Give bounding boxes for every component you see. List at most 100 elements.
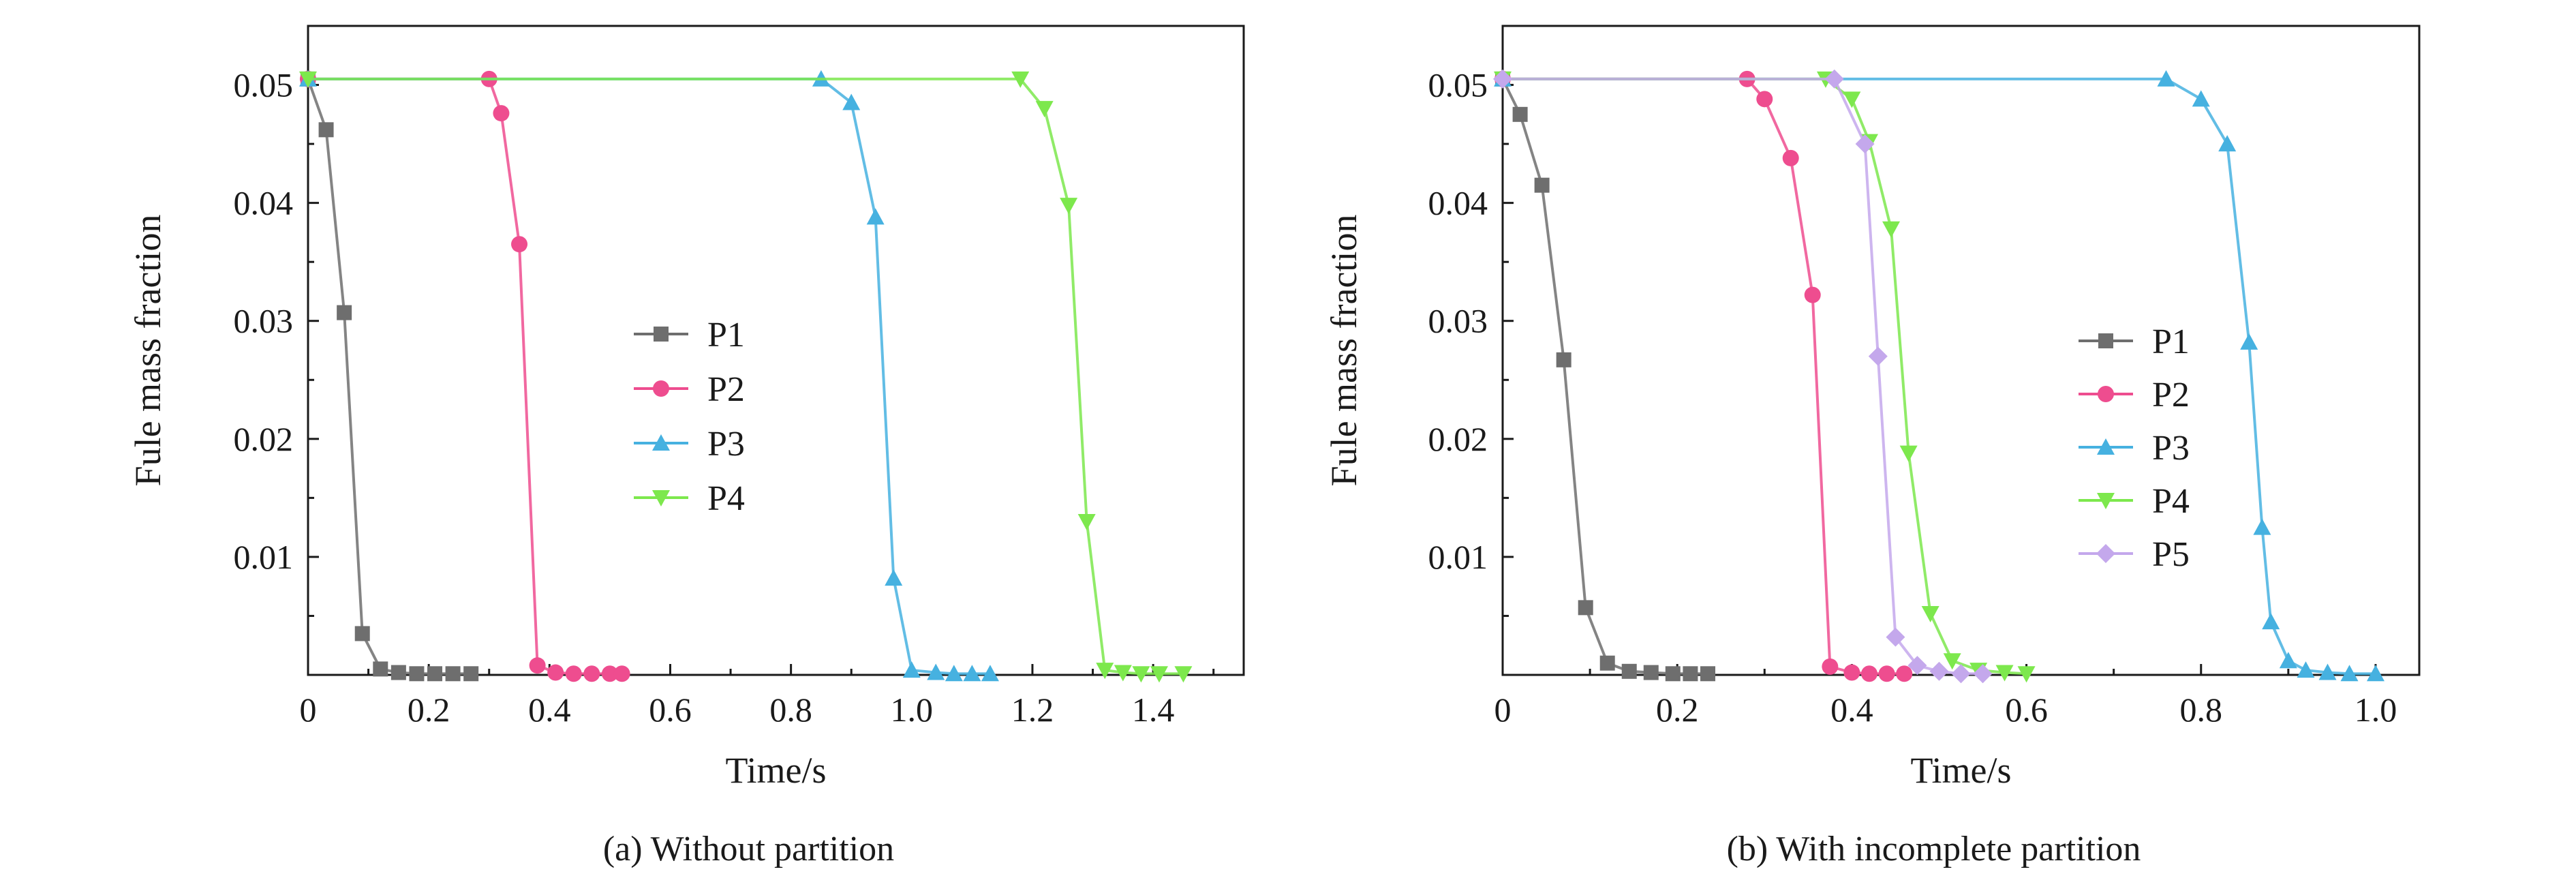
series-line — [308, 77, 990, 676]
data-point — [337, 305, 352, 320]
y-tick-label: 0.04 — [1428, 184, 1488, 222]
legend-marker — [2098, 333, 2113, 348]
legend-item-p1: P1 — [634, 316, 745, 354]
y-tick-label: 0.01 — [1428, 538, 1488, 576]
data-point — [1534, 177, 1550, 193]
data-point — [1599, 655, 1615, 671]
legend: P1 P2 P3 P4 P5 — [2079, 322, 2190, 574]
data-point — [493, 105, 510, 122]
series-p1 — [301, 71, 479, 682]
data-point — [842, 93, 861, 110]
legend-label: P2 — [707, 370, 745, 409]
legend-marker — [2097, 438, 2115, 455]
legend-item-p3: P3 — [2079, 429, 2190, 468]
legend-marker — [2098, 386, 2114, 402]
data-point — [463, 666, 479, 682]
x-axis-label: Time/s — [1910, 750, 2011, 791]
legend-marker — [2097, 493, 2115, 509]
x-tick-label: 0.6 — [2005, 691, 2048, 729]
data-point — [1899, 445, 1918, 462]
legend-item-p4: P4 — [634, 479, 745, 518]
x-tick-label: 0 — [1494, 691, 1512, 729]
data-point — [885, 569, 903, 586]
legend-label: P4 — [707, 479, 745, 518]
data-point — [390, 665, 406, 680]
x-tick-label: 0.6 — [649, 691, 692, 729]
x-tick-label: 0.8 — [769, 691, 812, 729]
data-point — [1556, 352, 1571, 367]
legend-label: P4 — [2152, 482, 2190, 521]
data-point — [927, 663, 945, 680]
legend-label: P2 — [2152, 376, 2190, 414]
data-point — [1578, 600, 1593, 616]
data-point — [1174, 666, 1193, 683]
data-point — [2253, 518, 2271, 535]
legend-marker — [652, 490, 670, 507]
data-point — [1995, 665, 2014, 682]
legend-marker — [2096, 544, 2115, 563]
legend-item-p1: P1 — [2079, 322, 2190, 361]
series-line — [1501, 78, 1708, 676]
panel-caption: (b) With incomplete partition — [1727, 830, 2141, 869]
data-point — [1756, 91, 1773, 108]
legend-label: P1 — [707, 316, 745, 354]
data-point — [529, 657, 546, 674]
series-p4 — [1494, 71, 2036, 683]
y-tick-label: 0.03 — [234, 302, 294, 340]
data-point — [427, 666, 443, 682]
plot-frame — [1501, 25, 2421, 676]
legend-item-p4: P4 — [2079, 482, 2190, 521]
data-point — [373, 661, 388, 677]
series-line — [307, 78, 472, 676]
data-point — [2340, 665, 2359, 682]
data-point — [1683, 666, 1698, 682]
data-point — [2297, 661, 2315, 678]
y-tick-label: 0.05 — [234, 66, 294, 104]
series-p4 — [299, 71, 1193, 683]
series-line — [308, 77, 1184, 676]
data-point — [2017, 666, 2036, 683]
x-axis-label: Time/s — [725, 750, 826, 791]
data-point — [1843, 91, 1861, 108]
y-axis-label: Fule mass fraction — [127, 215, 168, 487]
data-point — [2218, 135, 2237, 152]
legend-marker — [654, 327, 669, 342]
legend-item-p5: P5 — [2079, 535, 2190, 574]
data-point — [866, 208, 885, 225]
x-tick-label: 0.4 — [1830, 691, 1873, 729]
series-p2 — [1494, 70, 1913, 682]
series-p3 — [299, 70, 999, 682]
data-point — [354, 626, 370, 641]
legend-item-p2: P2 — [634, 370, 745, 409]
data-point — [1929, 661, 1949, 681]
data-point — [2192, 90, 2210, 107]
data-point — [1011, 71, 1030, 88]
data-point — [1150, 666, 1168, 683]
data-point — [1512, 106, 1528, 122]
x-tick-label: 1.0 — [2355, 691, 2397, 729]
x-tick-label: 0.4 — [528, 691, 571, 729]
data-point — [409, 666, 425, 682]
series-line — [308, 77, 622, 676]
y-axis-label: Fule mass fraction — [1323, 215, 1364, 487]
data-point — [945, 665, 963, 682]
legend-label: P3 — [707, 425, 745, 464]
data-point — [1843, 664, 1860, 681]
data-point — [902, 661, 921, 678]
legend-label: P3 — [2152, 429, 2190, 468]
data-point — [1060, 198, 1078, 215]
data-point — [511, 236, 528, 253]
data-point — [299, 71, 317, 88]
data-point — [1822, 658, 1839, 675]
plot-frame — [307, 25, 1245, 676]
data-point — [2240, 333, 2258, 350]
data-point — [1868, 346, 1888, 366]
data-point — [1493, 69, 1512, 89]
data-point — [1077, 513, 1096, 530]
series-p2 — [300, 70, 630, 682]
data-point — [613, 665, 630, 682]
data-point — [1861, 665, 1877, 682]
legend-label: P5 — [2152, 535, 2190, 574]
